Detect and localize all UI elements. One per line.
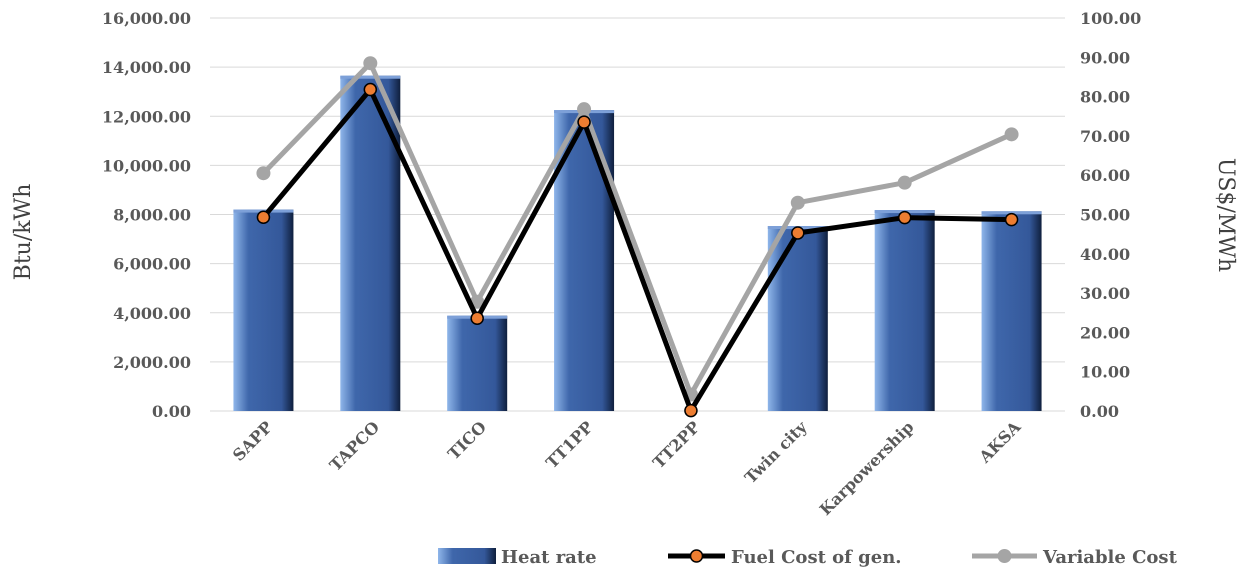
point-fuel-cost-of-gen [256, 210, 271, 225]
y-tick-label: 0.00 [152, 402, 191, 421]
y2-tick-label: 80.00 [1080, 88, 1130, 107]
bar-heat-rate [447, 315, 508, 411]
point-variable-cost [897, 175, 912, 190]
bar-heat-rate [874, 210, 935, 411]
y2-tick-label: 70.00 [1080, 127, 1130, 146]
y2-tick-label: 60.00 [1080, 166, 1130, 185]
bar-heat-rate [554, 110, 615, 411]
y2-tick-label: 90.00 [1080, 48, 1130, 67]
y-axis-title: Btu/kWh [11, 184, 36, 281]
y-tick-label: 4,000.00 [113, 304, 191, 323]
point-fuel-cost-of-gen [791, 226, 805, 240]
point-variable-cost [256, 166, 271, 181]
y-tick-label: 6,000.00 [113, 255, 191, 274]
x-tick-label: TT1PP [542, 417, 597, 472]
legend-swatch-marker [689, 549, 704, 563]
x-tick-label: TT2PP [649, 417, 704, 472]
legend-item-fuel-cost-of-gen: Fuel Cost of gen. [668, 547, 902, 568]
y2-tick-label: 30.00 [1080, 284, 1130, 303]
y-tick-label: 2,000.00 [113, 353, 191, 372]
legend-label: Heat rate [501, 547, 597, 568]
legend-item-variable-cost: Variable Cost [972, 547, 1178, 568]
point-variable-cost [790, 195, 805, 210]
line-variable-cost [261, 60, 1013, 397]
y2-tick-label: 50.00 [1080, 206, 1130, 225]
x-tick-label: AKSA [975, 417, 1025, 467]
point-fuel-cost-of-gen [363, 82, 378, 97]
y2-tick-label: 0.00 [1080, 402, 1119, 421]
x-axis-ticks: SAPP TAPCO TICO TT1PP TT2PP Twin city Karpower… [229, 417, 1025, 519]
bar-heat-rate [340, 75, 401, 412]
y-tick-label: 14,000.00 [102, 58, 191, 77]
y2-tick-label: 20.00 [1080, 323, 1130, 342]
right-axis-ticks: 0.00 10.00 20.00 30.00 40.00 50.00 60.00 70.00 8… [1080, 9, 1141, 421]
point-fuel-cost-of-gen [897, 210, 912, 225]
legend-label: Fuel Cost of gen. [731, 547, 902, 568]
point-fuel-cost-of-gen [1004, 212, 1019, 227]
x-tick-label: TICO [444, 417, 490, 463]
point-fuel-cost-of-gen [470, 311, 484, 326]
point-fuel-cost-of-gen [684, 403, 698, 418]
y2-tick-label: 10.00 [1080, 363, 1130, 382]
line-fuel-cost-of-gen [261, 87, 1012, 414]
y-tick-label: 12,000.00 [102, 107, 191, 126]
legend-swatch-bar [438, 548, 496, 564]
y-tick-label: 10,000.00 [102, 156, 191, 175]
x-tick-label: SAPP [229, 417, 276, 464]
y2-tick-label: 100.00 [1080, 9, 1141, 28]
left-axis-ticks: 0.00 2,000.00 4,000.00 6,000.00 8,000.00 10,0… [102, 9, 191, 421]
y2-axis-title: US$/MWh [1213, 158, 1238, 272]
lines [256, 56, 1019, 418]
x-tick-label: Karpowership [816, 417, 918, 519]
bar-heat-rate [981, 211, 1042, 411]
x-tick-label: TAPCO [326, 417, 383, 474]
bar-top-bevel [981, 211, 1042, 215]
gridlines [210, 17, 1065, 412]
bars [233, 75, 1042, 412]
bar-top-bevel [340, 75, 401, 79]
bar-heat-rate [767, 226, 828, 411]
x-tick-label: Twin city [741, 417, 811, 487]
point-fuel-cost-of-gen [577, 115, 591, 129]
legend-swatch-marker [997, 549, 1012, 563]
bar-heat-rate [233, 209, 294, 411]
point-variable-cost [363, 56, 378, 71]
legend: Heat rate Fuel Cost of gen. Variable Cost [438, 547, 1178, 568]
y-tick-label: 8,000.00 [113, 206, 191, 225]
legend-item-heat-rate: Heat rate [438, 547, 597, 568]
y2-tick-label: 40.00 [1080, 245, 1130, 264]
y-tick-label: 16,000.00 [102, 9, 191, 28]
point-variable-cost [1004, 127, 1019, 142]
legend-label: Variable Cost [1042, 547, 1178, 568]
point-variable-cost [577, 102, 592, 117]
